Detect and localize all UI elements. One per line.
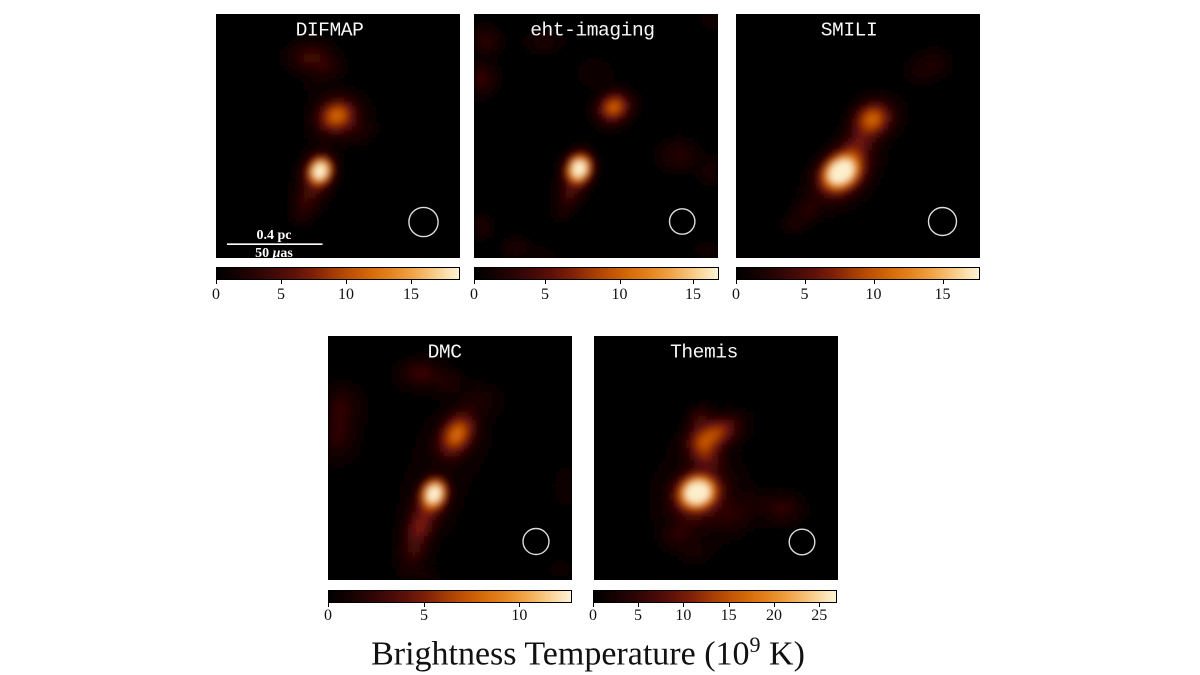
svg-text:DMC: DMC: [428, 342, 462, 364]
svg-text:50 μas: 50 μas: [255, 246, 293, 258]
svg-text:Themis: Themis: [670, 342, 738, 364]
svg-text:DIFMAP: DIFMAP: [296, 20, 364, 42]
svg-text:eht-imaging: eht-imaging: [530, 20, 654, 42]
svg-text:0.4 pc: 0.4 pc: [257, 228, 292, 243]
svg-text:SMILI: SMILI: [821, 20, 878, 42]
